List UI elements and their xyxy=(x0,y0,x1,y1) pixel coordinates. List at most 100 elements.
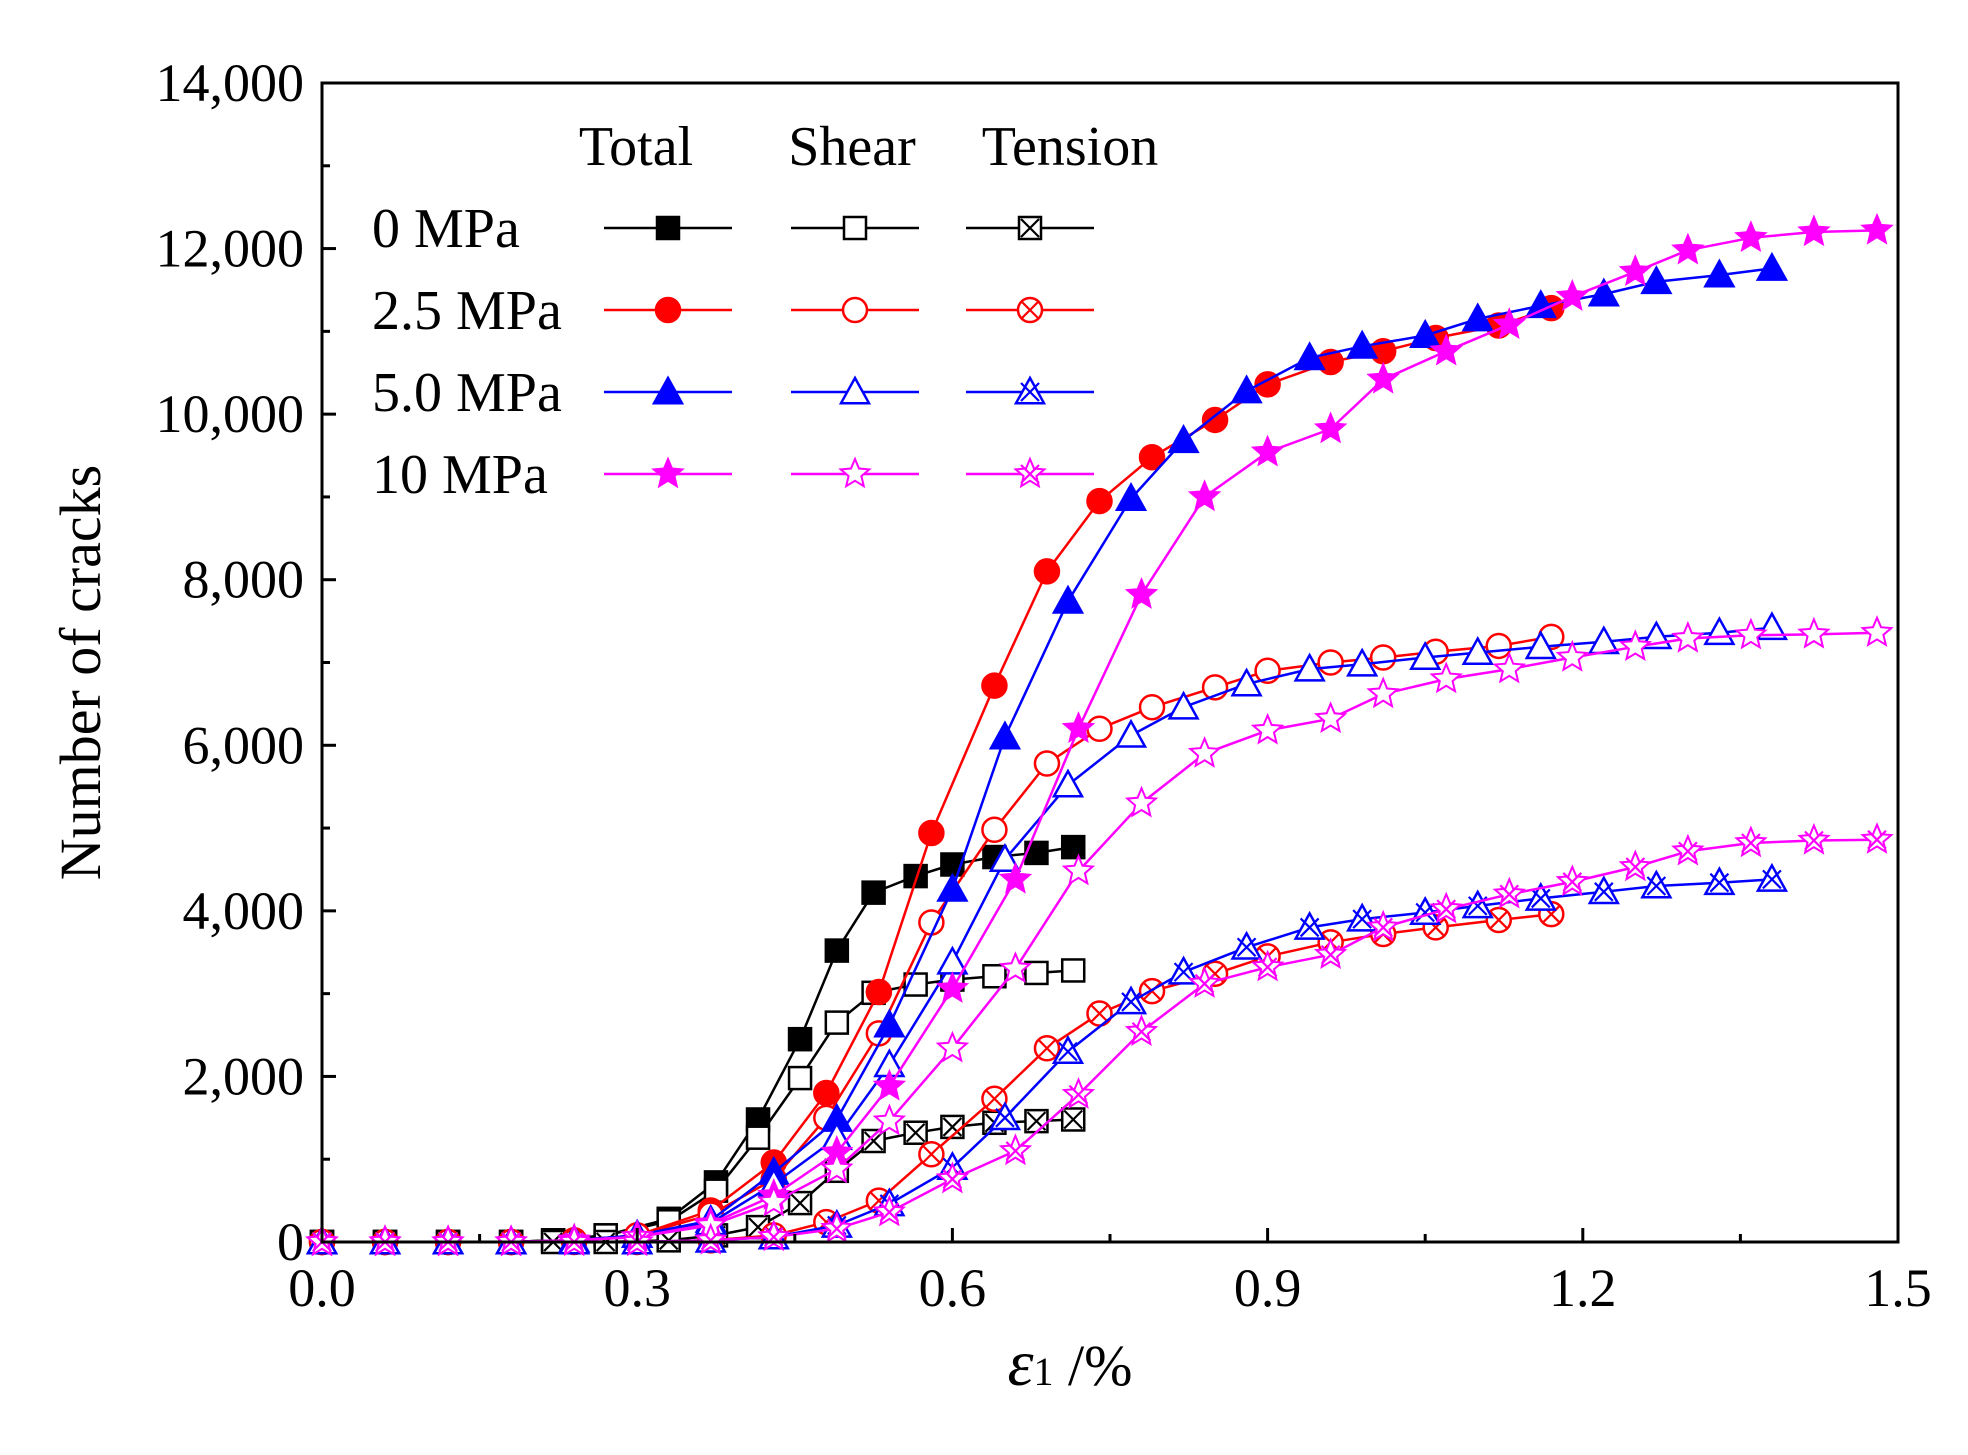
data-point-5-0-mpa-tension-cross-b xyxy=(1415,902,1435,923)
data-point-0-mpa-tension-cross-b xyxy=(748,1217,768,1237)
data-point-5-0-mpa-total xyxy=(1587,277,1620,307)
data-point-10-mpa-shear xyxy=(872,1103,907,1136)
data-point-5-0-mpa-shear xyxy=(1230,667,1263,697)
data-point-10-mpa-shear xyxy=(1860,615,1894,647)
data-point-5-0-mpa-shear xyxy=(1167,690,1200,720)
legend-marker xyxy=(651,456,685,489)
data-point-10-mpa-tension-cross-b xyxy=(827,1218,847,1239)
data-point-0-mpa-total xyxy=(1060,834,1086,860)
data-point-10-mpa-total xyxy=(1366,361,1400,394)
data-point-10-mpa-shear xyxy=(1618,629,1653,662)
data-point-10-mpa-shear xyxy=(1250,712,1285,745)
data-point-10-mpa-tension-cross-b xyxy=(1320,944,1341,965)
data-point-2-5-mpa-tension-cross-b xyxy=(1541,904,1562,924)
y-tick-label: 8,000 xyxy=(183,550,305,610)
y-tick-label: 2,000 xyxy=(183,1046,305,1106)
data-point-10-mpa-shear xyxy=(757,1184,791,1217)
y-tick-label: 10,000 xyxy=(156,384,305,444)
data-point-0-mpa-total xyxy=(903,863,928,889)
data-point-2-5-mpa-total xyxy=(1201,406,1229,434)
data-point-2-5-mpa-shear xyxy=(981,816,1008,843)
data-point-5-0-mpa-total xyxy=(988,720,1022,750)
data-point-5-0-mpa-tension-cross-b xyxy=(1594,882,1614,902)
data-point-5-0-mpa-shear xyxy=(1755,611,1789,641)
legend-label-10-mpa: 10 MPa xyxy=(372,444,548,506)
legend-header-shear: Shear xyxy=(788,116,916,178)
data-point-2-5-mpa-shear xyxy=(1485,632,1512,660)
data-point-5-0-mpa-total xyxy=(1293,341,1326,371)
legend-label-5-0-mpa: 5.0 MPa xyxy=(372,362,562,424)
data-point-5-0-mpa-tension-cross-b xyxy=(1709,872,1730,893)
legend-header-tension: Tension xyxy=(982,116,1159,178)
data-point-5-0-mpa-shear xyxy=(1114,718,1148,748)
data-point-10-mpa-total xyxy=(1124,576,1159,609)
legend-marker xyxy=(838,456,872,489)
legend-marker-cross-b xyxy=(1020,382,1040,402)
data-point-5-0-mpa-total xyxy=(1167,424,1200,454)
data-point-10-mpa-shear xyxy=(1734,617,1768,650)
data-point-0-mpa-total xyxy=(787,1026,813,1052)
data-point-2-5-mpa-tension-cross-b xyxy=(1425,917,1446,938)
legend-label-0-mpa: 0 MPa xyxy=(372,198,520,260)
y-tick-label: 14,000 xyxy=(156,53,305,113)
data-point-2-5-mpa-total xyxy=(918,819,945,847)
data-point-5-0-mpa-shear xyxy=(1346,647,1379,677)
x-tick-label: 0.6 xyxy=(919,1258,987,1318)
data-point-10-mpa-tension-cross-b xyxy=(1257,957,1278,977)
data-point-10-mpa-tension-cross-b xyxy=(1194,973,1215,994)
x-axis-subscript: 1 xyxy=(1034,1349,1054,1394)
data-point-2-5-mpa-total xyxy=(981,672,1008,699)
data-point-10-mpa-tension-cross-b xyxy=(1373,917,1393,938)
legend-entry-0-mpa-tension xyxy=(966,215,1094,241)
data-point-0-mpa-total xyxy=(824,938,850,963)
data-point-10-mpa-total xyxy=(1555,279,1590,311)
data-point-2-5-mpa-total xyxy=(1138,443,1166,471)
data-point-5-0-mpa-shear xyxy=(1051,768,1085,798)
data-point-10-mpa-tension-cross-b xyxy=(1131,1021,1152,1042)
legend-marker xyxy=(651,375,685,405)
axis-layer: 0 2,000 4,000 6,000 8,000 10,000 12,000 14,000 0… xyxy=(156,53,1932,1318)
data-point-2-5-mpa-tension-cross-b xyxy=(1488,910,1509,930)
data-point-10-mpa-total xyxy=(1797,214,1831,247)
x-tick-label: 0.3 xyxy=(603,1258,671,1318)
data-point-5-0-mpa-tension-cross-b xyxy=(1646,876,1667,896)
data-point-5-0-mpa-shear xyxy=(988,842,1022,872)
data-point-10-mpa-shear xyxy=(935,1030,970,1063)
legend-label-2-5-mpa: 2.5 MPa xyxy=(372,280,562,342)
data-point-0-mpa-tension-cross-b xyxy=(790,1193,810,1213)
data-point-10-mpa-total xyxy=(872,1068,907,1101)
data-point-0-mpa-shear xyxy=(824,1010,850,1035)
data-point-2-5-mpa-total xyxy=(1086,487,1113,515)
data-point-0-mpa-shear xyxy=(745,1125,771,1150)
data-point-5-0-mpa-total xyxy=(1346,329,1379,359)
data-point-5-0-mpa-total xyxy=(1703,258,1736,288)
legend-marker xyxy=(841,296,869,324)
data-point-2-5-mpa-total xyxy=(813,1079,840,1107)
data-point-2-5-mpa-total xyxy=(865,978,893,1006)
data-point-5-0-mpa-total xyxy=(1755,251,1789,281)
data-point-10-mpa-tension-cross-b xyxy=(1804,830,1824,851)
data-point-10-mpa-total xyxy=(1734,220,1768,252)
y-tick-label: 4,000 xyxy=(183,881,305,941)
data-point-2-5-mpa-shear xyxy=(1369,644,1397,671)
legend-marker xyxy=(655,215,681,241)
data-point-10-mpa-tension-cross-b xyxy=(1436,899,1456,919)
data-point-10-mpa-shear xyxy=(1313,701,1348,734)
data-point-0-mpa-tension-cross-b xyxy=(942,1117,963,1137)
data-point-10-mpa-tension-cross-b xyxy=(1499,884,1520,905)
data-point-10-mpa-total xyxy=(1671,232,1705,265)
data-point-10-mpa-total xyxy=(1313,411,1348,444)
data-point-10-mpa-tension-cross-b xyxy=(1005,1141,1026,1161)
y-tick-label: 0 xyxy=(277,1212,304,1272)
y-axis-title: Number of cracks xyxy=(48,465,113,881)
data-point-2-5-mpa-tension-cross-b xyxy=(1037,1038,1057,1059)
data-point-2-5-mpa-total xyxy=(1033,558,1061,585)
data-point-10-mpa-shear xyxy=(1797,616,1831,649)
data-point-0-mpa-tension-cross-b xyxy=(905,1122,926,1143)
data-point-10-mpa-tension-cross-b xyxy=(1741,833,1761,853)
data-point-10-mpa-shear xyxy=(998,951,1033,983)
data-point-10-mpa-tension-cross-b xyxy=(1625,857,1646,877)
data-point-5-0-mpa-shear xyxy=(1409,640,1442,670)
